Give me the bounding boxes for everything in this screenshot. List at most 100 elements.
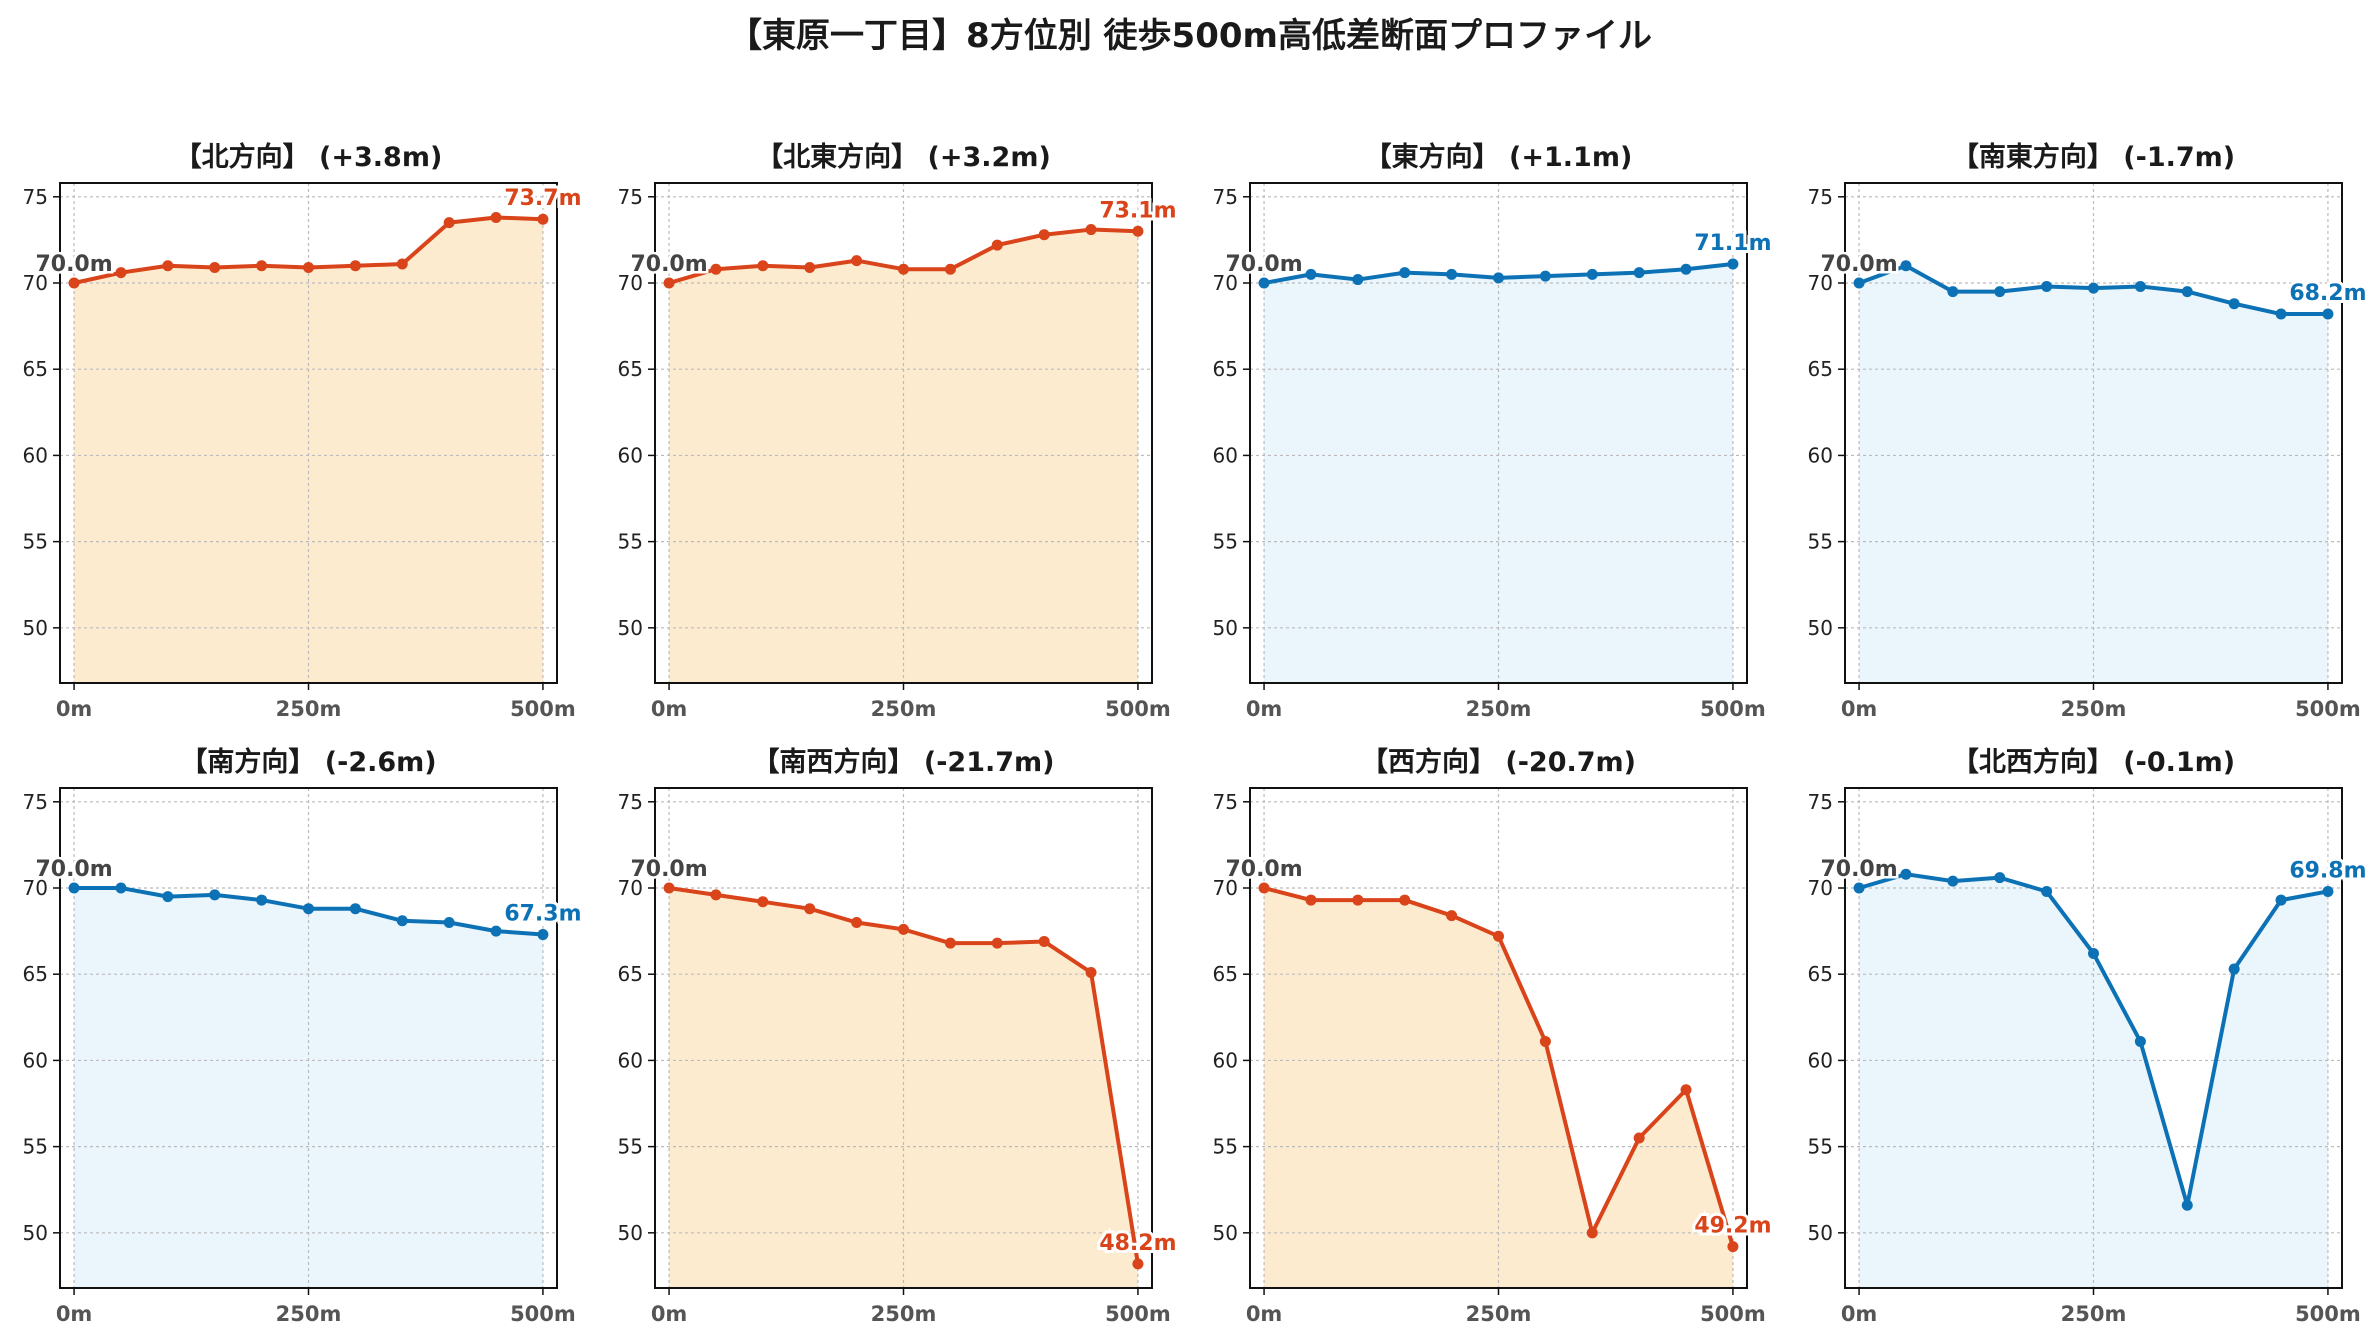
data-point [1399, 894, 1411, 906]
data-point [256, 260, 268, 272]
data-point [1727, 1241, 1739, 1253]
data-point [1900, 260, 1912, 272]
data-point [663, 882, 675, 894]
y-tick-label: 60 [23, 1048, 48, 1072]
data-point [490, 925, 502, 937]
data-point [396, 915, 408, 927]
start-label: 70.0m [35, 252, 112, 277]
data-point [2322, 308, 2334, 320]
data-point [991, 937, 1003, 949]
chart-panel-2: 【北東方向】 (+3.2m) 50 55 60 65 70 75 0m 250m 500m 70.0… [618, 141, 1180, 721]
page-title: 【東原一丁目】8方位別 徒歩500m高低差断面プロファイル [728, 16, 1652, 56]
chart-panel-8: 【北西方向】 (-0.1m) 50 55 60 65 70 75 0m 250m 500m 70.0… [1808, 746, 2370, 1326]
y-tick-label: 65 [1808, 357, 1833, 381]
end-label: 68.2m [2289, 281, 2366, 306]
x-tick-label: 0m [56, 1302, 93, 1326]
y-tick-label: 60 [23, 443, 48, 467]
data-point [1258, 882, 1270, 894]
y-tick-label: 75 [23, 790, 48, 814]
data-point [1493, 272, 1504, 284]
data-point [851, 916, 863, 928]
data-point [2088, 948, 2099, 960]
data-point [162, 891, 174, 903]
x-tick-label: 250m [276, 697, 342, 721]
data-point [663, 277, 675, 289]
start-label: 70.0m [1225, 857, 1302, 882]
panel-title: 【西方向】 (-20.7m) [1361, 746, 1636, 778]
data-point [1633, 267, 1645, 279]
data-point [537, 929, 549, 941]
chart-panel-7: 【西方向】 (-20.7m) 50 55 60 65 70 75 0m 250m 500m 70.0… [1213, 746, 1775, 1326]
data-point [209, 261, 221, 273]
data-point [1038, 229, 1050, 241]
y-tick-label: 50 [1808, 616, 1833, 640]
x-tick-label: 0m [56, 697, 93, 721]
data-point [1085, 966, 1097, 978]
end-label: 71.1m [1694, 231, 1771, 256]
panel-title: 【北方向】 (+3.8m) [175, 141, 443, 173]
data-point [1539, 270, 1551, 282]
end-label: 49.2m [1694, 1214, 1771, 1239]
x-tick-label: 500m [1700, 1302, 1766, 1326]
end-label: 48.2m [1099, 1231, 1176, 1256]
data-point [991, 239, 1003, 251]
data-point [1994, 872, 2006, 884]
y-tick-label: 75 [618, 185, 643, 209]
data-point [1038, 935, 1050, 947]
y-tick-label: 55 [1213, 1135, 1238, 1159]
y-tick-label: 50 [23, 1221, 48, 1245]
data-point [1305, 268, 1317, 280]
end-label: 73.1m [1099, 198, 1176, 223]
data-point [115, 882, 127, 894]
x-tick-label: 250m [276, 1302, 342, 1326]
data-point [396, 258, 408, 270]
data-point [710, 263, 722, 275]
data-point [2041, 280, 2053, 292]
x-tick-label: 500m [2295, 1302, 2361, 1326]
panel-title: 【北西方向】 (-0.1m) [1952, 746, 2235, 778]
data-point [2041, 885, 2053, 897]
chart-panel-5: 【南方向】 (-2.6m) 50 55 60 65 70 75 0m 250m 500m 70.0m… [23, 746, 585, 1326]
y-tick-label: 65 [1808, 962, 1833, 986]
data-point [2228, 963, 2240, 975]
y-tick-label: 75 [618, 790, 643, 814]
y-tick-label: 65 [23, 962, 48, 986]
data-point [1853, 277, 1865, 289]
start-label: 70.0m [1820, 857, 1897, 882]
y-tick-label: 65 [1213, 357, 1238, 381]
x-tick-label: 0m [1841, 1302, 1878, 1326]
data-point [1900, 868, 1912, 880]
y-tick-label: 75 [1808, 790, 1833, 814]
x-tick-label: 0m [651, 697, 688, 721]
y-tick-label: 55 [618, 530, 643, 554]
start-label: 70.0m [35, 857, 112, 882]
x-tick-label: 250m [871, 697, 937, 721]
data-point [349, 903, 361, 915]
data-point [1994, 286, 2006, 298]
y-tick-label: 65 [618, 357, 643, 381]
y-tick-label: 50 [1213, 616, 1238, 640]
x-tick-label: 0m [1841, 697, 1878, 721]
y-tick-label: 55 [618, 1135, 643, 1159]
data-point [303, 261, 314, 273]
panel-title: 【北東方向】 (+3.2m) [756, 141, 1051, 173]
area-fill [74, 217, 543, 683]
data-point [349, 260, 361, 272]
start-label: 70.0m [630, 857, 707, 882]
data-point [1680, 1084, 1692, 1096]
y-tick-label: 75 [1808, 185, 1833, 209]
start-label: 70.0m [630, 252, 707, 277]
data-point [1352, 274, 1364, 286]
data-point [68, 882, 80, 894]
data-point [1680, 263, 1692, 275]
y-tick-label: 70 [23, 876, 48, 900]
y-tick-label: 70 [1213, 876, 1238, 900]
data-point [1132, 1258, 1144, 1270]
y-tick-label: 55 [23, 530, 48, 554]
data-point [710, 889, 722, 901]
chart-panel-4: 【南東方向】 (-1.7m) 50 55 60 65 70 75 0m 250m 500m 70.0… [1808, 141, 2370, 721]
start-label: 70.0m [1820, 252, 1897, 277]
data-point [209, 889, 221, 901]
y-tick-label: 70 [1213, 271, 1238, 295]
y-tick-label: 65 [618, 962, 643, 986]
